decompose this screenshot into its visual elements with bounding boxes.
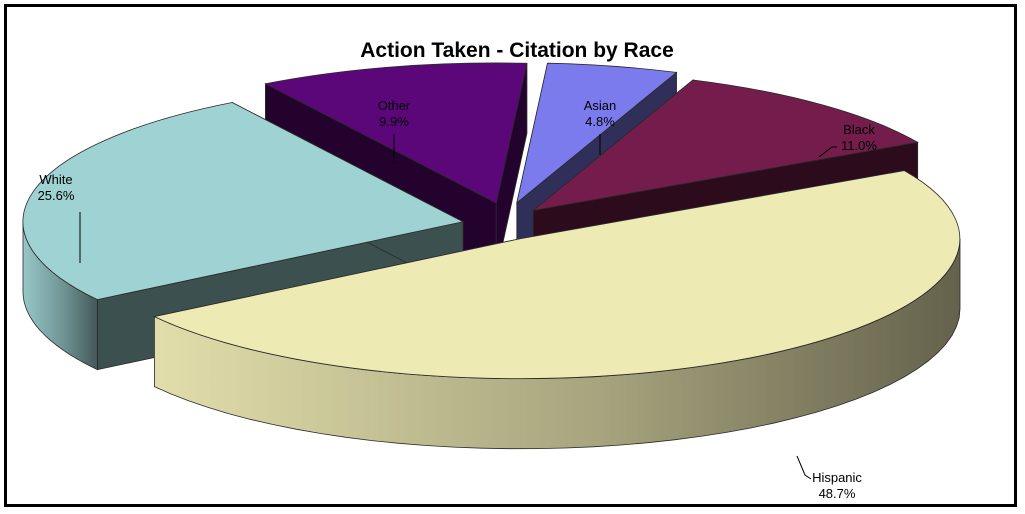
leader-line-hispanic bbox=[796, 455, 812, 480]
data-label-pct-white: 25.6% bbox=[38, 188, 75, 203]
data-label-name-black: Black bbox=[843, 122, 875, 137]
data-label-name-white: White bbox=[39, 172, 72, 187]
data-label-pct-other: 9.9% bbox=[379, 114, 409, 129]
slice-hispanic bbox=[153, 170, 961, 450]
leader-line-black bbox=[818, 146, 837, 158]
slice-top-asian bbox=[516, 62, 678, 204]
chart-title: Action Taken - Citation by Race bbox=[360, 39, 674, 62]
chart-frame: Action Taken - Citation by Race Asian 4.8… bbox=[4, 4, 1017, 507]
data-label-name-other: Other bbox=[378, 98, 411, 113]
data-label-name-hispanic: Hispanic bbox=[812, 470, 862, 485]
slice-top-other bbox=[264, 62, 528, 204]
slice-top-white bbox=[22, 102, 465, 301]
slice-top-black bbox=[531, 79, 919, 212]
slice-top-hispanic bbox=[153, 170, 961, 380]
data-label-pct-black: 11.0% bbox=[841, 138, 877, 153]
data-label-name-asian: Asian bbox=[584, 98, 617, 113]
data-label-pct-hispanic: 48.7% bbox=[819, 486, 856, 501]
data-label-pct-asian: 4.8% bbox=[585, 114, 615, 129]
pie-chart: Action Taken - Citation by Race Asian4.8… bbox=[22, 39, 961, 501]
